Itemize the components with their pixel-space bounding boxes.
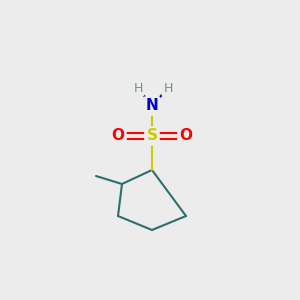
Text: H: H: [133, 82, 143, 94]
Text: N: N: [146, 98, 158, 113]
Text: O: O: [112, 128, 124, 143]
Text: H: H: [163, 82, 173, 94]
Text: O: O: [179, 128, 193, 143]
Text: S: S: [146, 128, 158, 143]
